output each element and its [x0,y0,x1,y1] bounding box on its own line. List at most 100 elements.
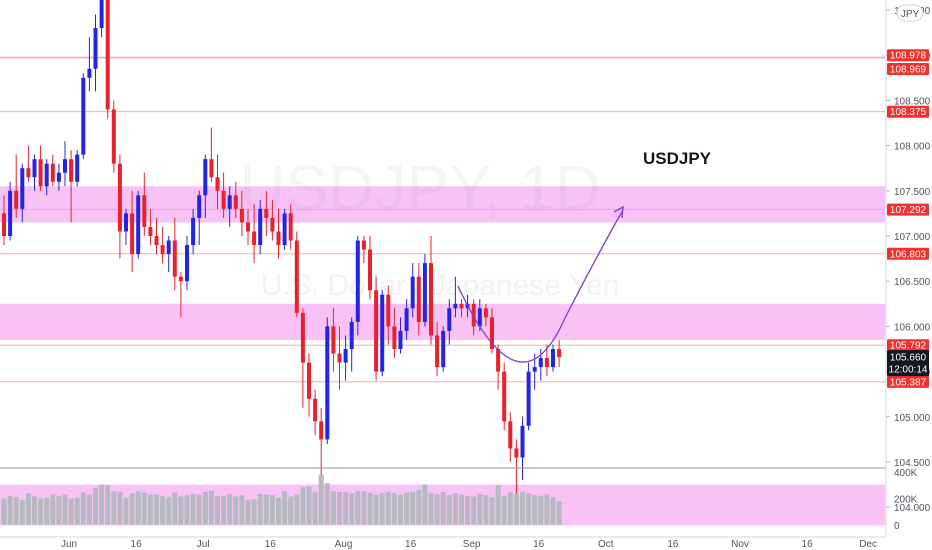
candle [178,272,183,318]
candle-body [551,349,555,368]
volume-bar [160,495,166,525]
candle-body [148,226,153,236]
volume-bar [355,491,361,525]
candle [154,217,159,255]
candle [551,344,555,372]
volume-bar [25,493,31,525]
candle-body [209,159,214,178]
currency-button[interactable]: JPY [896,4,924,22]
volume-bar [38,498,44,525]
candle [410,263,415,318]
candle-body [526,371,531,426]
volume-bar [501,495,507,525]
volume-bar [99,484,105,525]
candle [313,389,318,435]
candle [203,154,208,218]
volume-bar [19,499,25,525]
candle [20,163,25,223]
volume-bar [282,491,288,525]
volume-bar [1,498,7,525]
volume-bar [410,491,416,525]
candle-body [294,240,299,313]
candle [343,335,348,381]
time-tick-label: 16 [667,539,679,550]
volume-bar [337,491,342,525]
time-axis[interactable]: Jun 16 Jul 16 Aug 16 Sep 16 Oct 16 Nov 16 Dec [0,536,886,550]
volume-bar [215,495,220,525]
volume-bar [80,492,86,525]
volume-bar [50,494,56,525]
candle-body [276,231,281,246]
zones-layer [0,186,885,526]
volume-bar [154,494,159,525]
level-badge-label: 108.969 [890,65,927,76]
volume-bar [178,496,184,525]
candle-body [38,159,43,187]
candle-body [264,208,269,218]
volume-bar [465,495,471,525]
candle-body [56,172,61,182]
volume-bar [294,494,300,525]
volume-bar [507,492,513,525]
candle [380,290,385,377]
level-badge-label: 108.375 [890,107,927,118]
candle [239,190,244,236]
candle-body [81,77,86,155]
currency-badge-bg [896,4,924,22]
candle-body [63,159,67,173]
candle-body [270,217,275,232]
price-axis[interactable]: 1104.000104.500105.000105.500106.000106.… [885,0,931,537]
candle [453,276,458,318]
candle [392,308,397,359]
volume-bar [300,487,306,525]
volume-bar [495,485,501,525]
candle-body [490,317,494,349]
candle [44,159,49,196]
candle-body [178,276,183,282]
volume-bar [312,491,318,525]
candle-body [447,308,452,331]
candle-body [331,326,336,354]
watermark-symbol: USDJPY, 1D [239,152,601,224]
volume-bar [556,501,562,525]
volume-bar [141,492,147,525]
volume-bar [379,493,385,525]
candle-body [300,312,305,363]
price-tick-label: 108.000 [894,142,931,153]
volume-bar [251,499,257,525]
candle [447,299,452,345]
candle [117,154,122,259]
volume-bar [166,497,172,525]
candle [38,145,43,191]
level-badge [887,247,929,260]
time-tick-label: Dec [859,539,877,550]
candle-body [166,240,171,255]
volume-bar [452,493,458,525]
time-tick-label: Jun [61,539,77,550]
candle [50,154,55,187]
volume-bar [257,493,263,525]
candle [520,416,525,481]
candle [93,14,98,92]
candle [441,326,446,372]
candle-body [441,330,446,368]
candle [105,0,110,119]
candle [508,412,513,462]
candle-body [197,195,202,218]
candle-body [307,362,311,399]
candle [404,299,409,340]
candle [99,0,104,38]
candle [221,172,226,218]
candle [459,299,464,318]
time-tick-label: Jul [197,539,210,550]
time-tick-label: Aug [335,539,353,550]
candle-body [496,349,501,372]
volume-bar [343,491,349,525]
countdown-label: 12:00:14 [889,365,928,376]
volume-bar [471,496,477,525]
volume-layer [0,467,886,525]
volume-bar [93,487,98,525]
candle-body [422,263,427,322]
